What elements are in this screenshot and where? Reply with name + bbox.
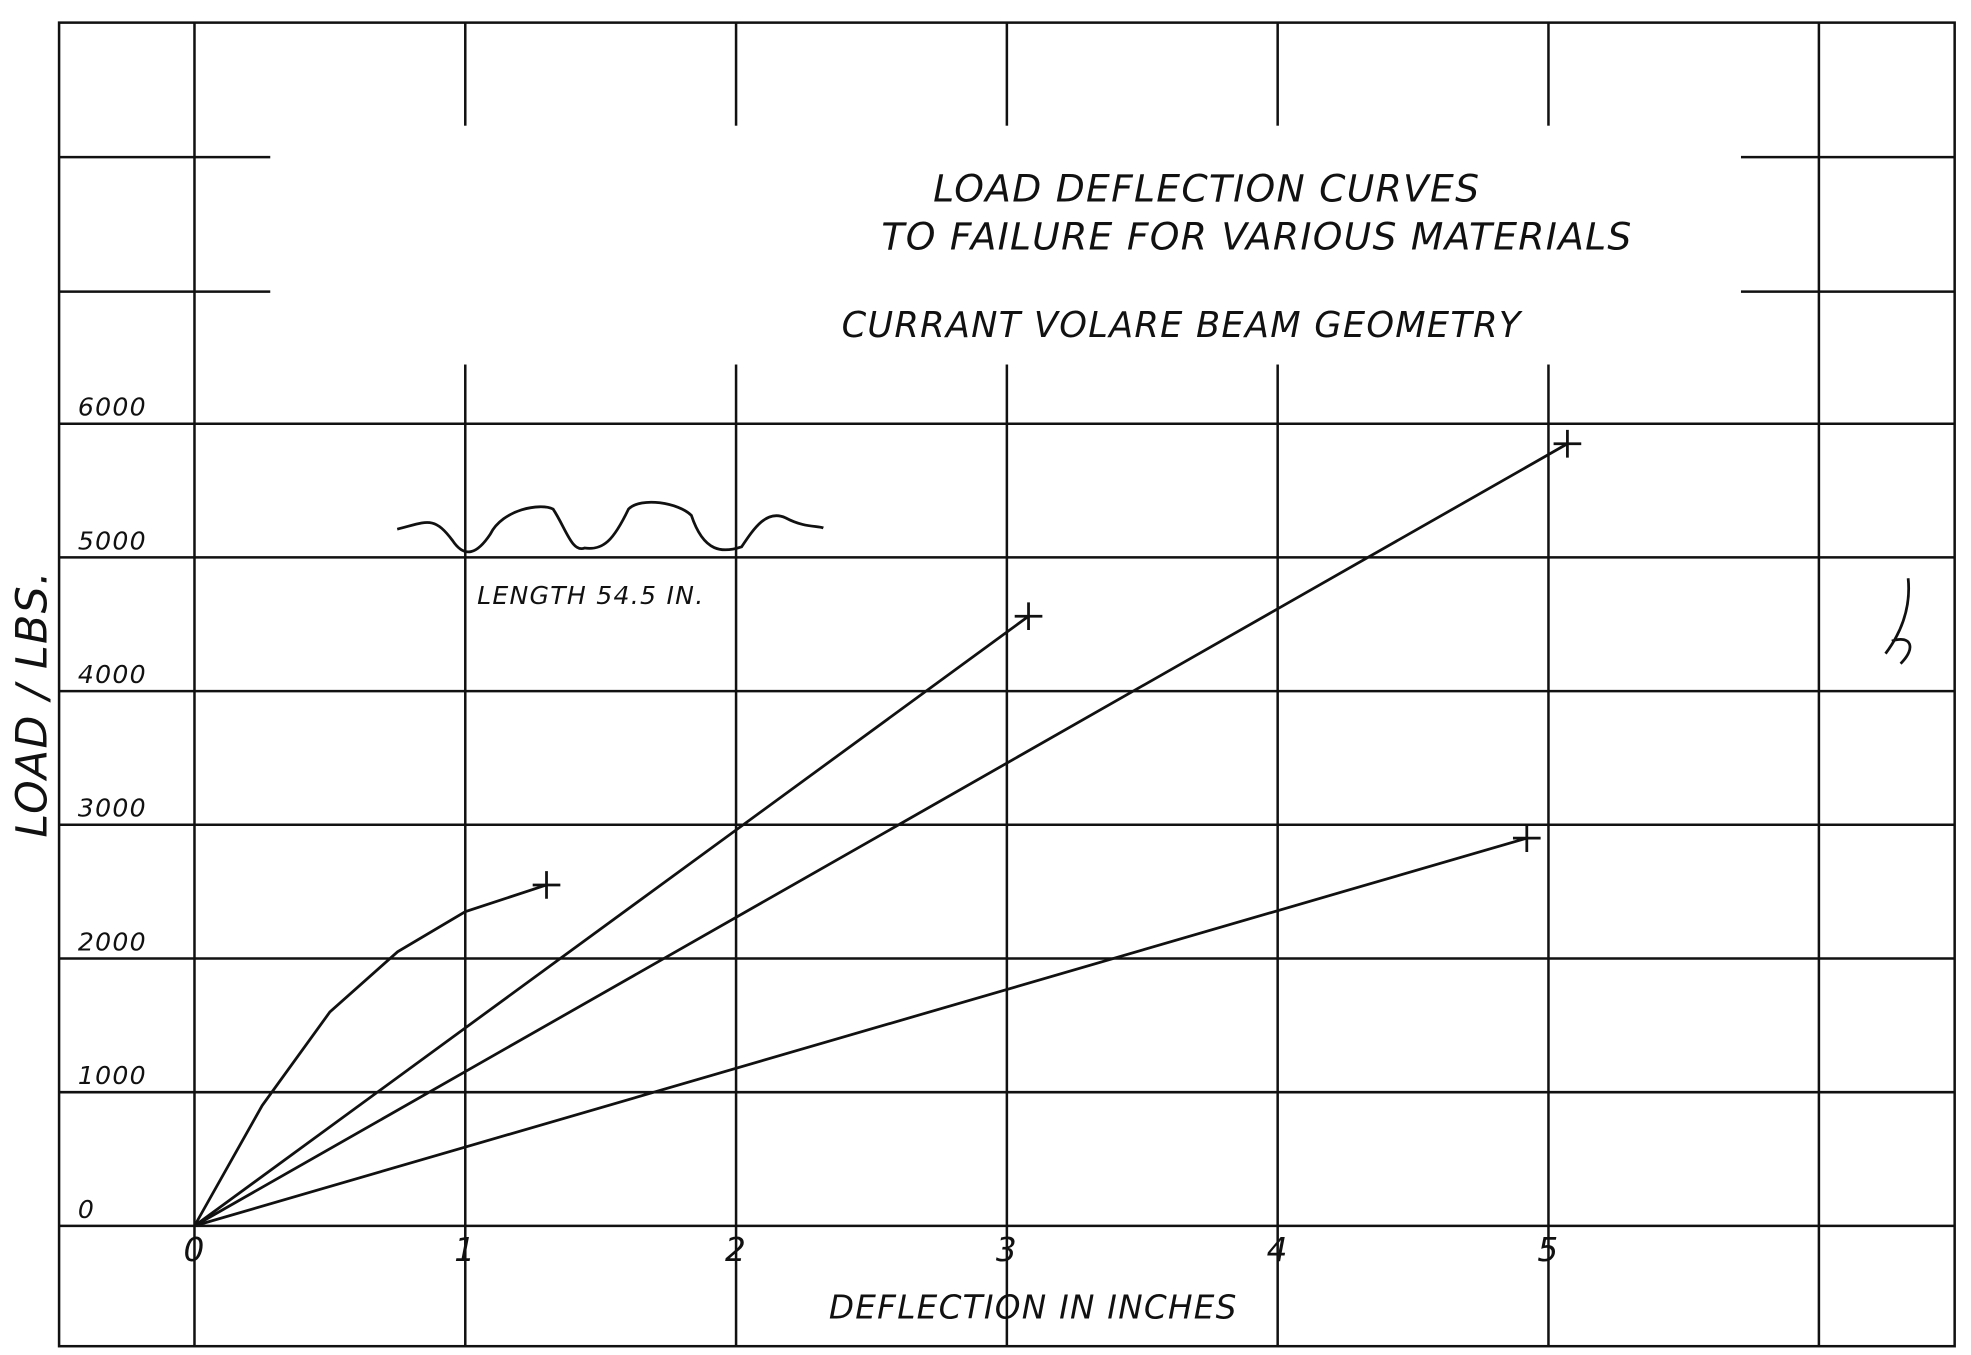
series-line [194,444,1567,1226]
y-tick-label: 4000 [78,660,147,689]
failure-marker [533,871,561,899]
y-tick-label: 2000 [78,927,147,956]
y-tick-label: 6000 [78,393,147,422]
failure-marker [1513,824,1541,852]
x-tick-label: 1 [454,1231,476,1269]
signature [1886,578,1910,663]
beam-profile [397,502,823,552]
annotation: LENGTH 54.5 IN. [477,581,704,610]
failure-marker [1554,430,1582,458]
series-line [194,838,1526,1226]
chart-title: LOAD DEFLECTION CURVES [933,167,1480,211]
x-tick-label: 4 [1267,1231,1289,1269]
x-tick-label: 5 [1537,1231,1559,1269]
failure-marker [1015,602,1043,630]
y-tick-label: 3000 [78,794,147,823]
y-tick-label: 1000 [78,1061,147,1090]
x-tick-label: 2 [725,1231,747,1269]
y-tick-label: 5000 [78,526,147,555]
y-tick-label: 0 [78,1195,95,1224]
x-axis-label: DEFLECTION IN INCHES [829,1289,1238,1327]
x-tick-label: 0 [183,1231,205,1269]
chart-title: TO FAILURE FOR VARIOUS MATERIALS [881,214,1632,258]
y-axis-label: LOAD / LBS. [8,570,58,837]
chart: LOAD DEFLECTION CURVES TO FAILURE FOR VA… [0,0,1971,1355]
chart-subtitle: CURRANT VOLARE BEAM GEOMETRY [842,305,1523,346]
series-line [194,616,1028,1226]
x-tick-label: 3 [996,1231,1018,1269]
